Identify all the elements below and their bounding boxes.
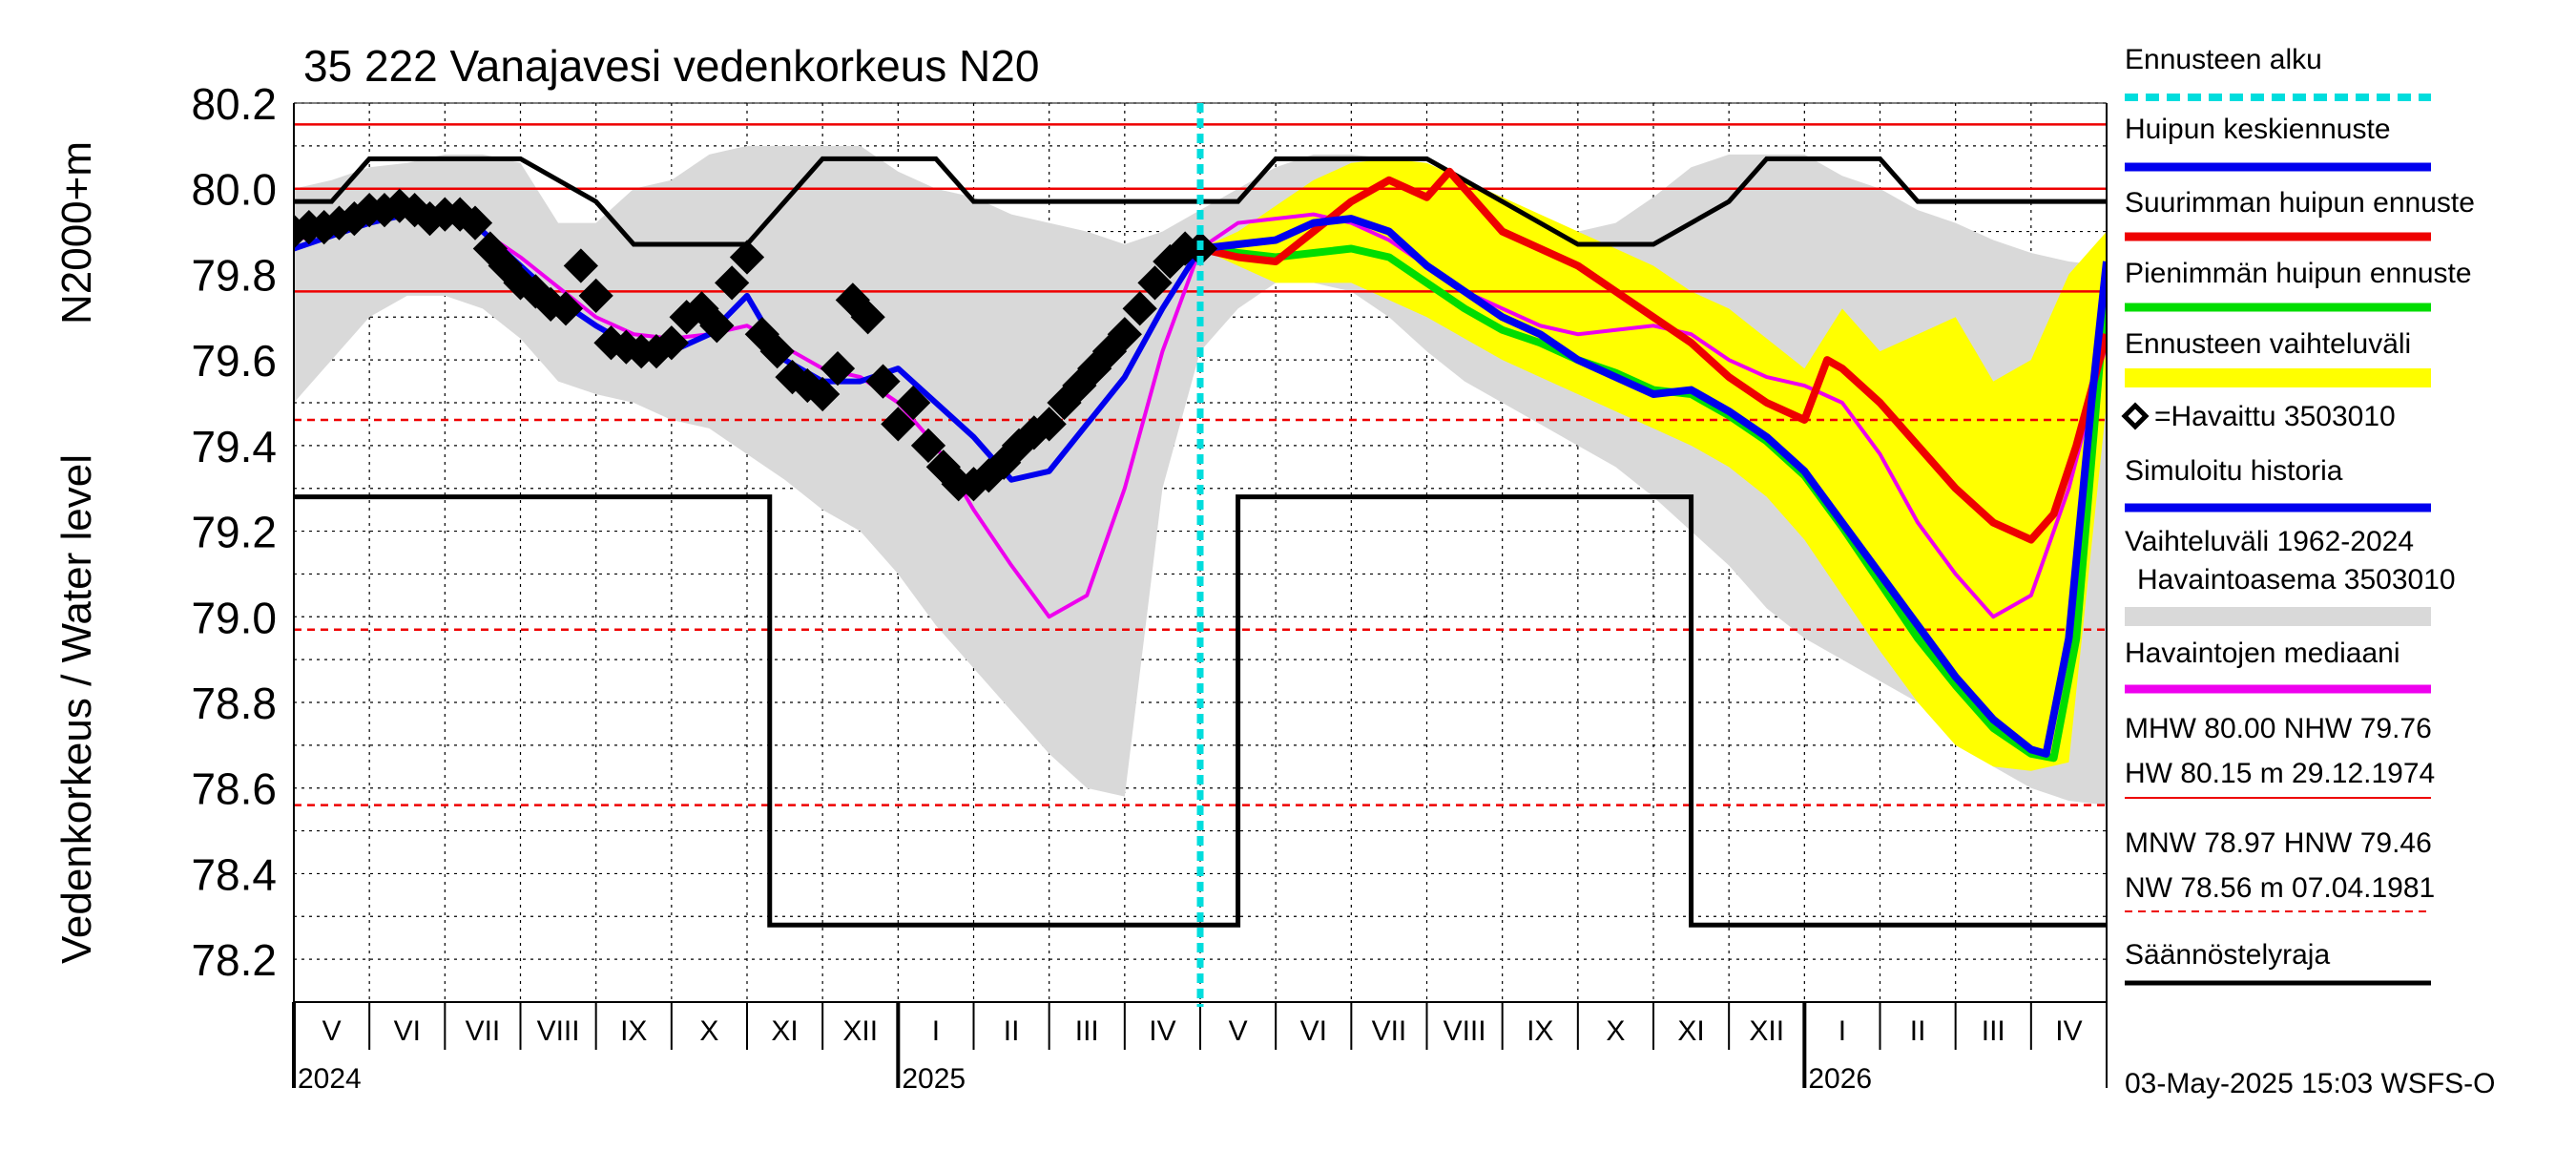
- x-month-label: IV: [1149, 1015, 1175, 1047]
- x-month-label: IX: [620, 1015, 647, 1047]
- bands: [294, 145, 2107, 805]
- x-year-label: 2026: [1808, 1063, 1872, 1095]
- observed-point: [729, 240, 765, 275]
- x-month-label: X: [699, 1015, 718, 1047]
- regulation-upper-line: [294, 156, 2107, 247]
- x-month-label: V: [1229, 1015, 1248, 1047]
- series-huipun-keskiennuste: [1199, 215, 2107, 758]
- x-month-label: I: [1839, 1015, 1846, 1047]
- legend-label: Ennusteen vaihteluväli: [2125, 328, 2411, 360]
- x-month-label: XI: [771, 1015, 798, 1047]
- x-month-label: III: [1982, 1015, 2005, 1047]
- x-year-label: 2024: [298, 1063, 362, 1095]
- x-month-label: VI: [394, 1015, 421, 1047]
- legend-label: Suurimman huipun ennuste: [2125, 187, 2475, 219]
- x-month-label: II: [1910, 1015, 1926, 1047]
- observed-point: [578, 278, 613, 313]
- legend-label: Huipun keskiennuste: [2125, 114, 2391, 145]
- regulation-label: Säännöstelyraja: [2125, 939, 2330, 971]
- stats-line-3: MNW 78.97 HNW 79.46: [2125, 827, 2432, 859]
- axis-labels: 78.2 78.4 78.6 78.8 79.0 79.2 79.4 79.6 79.8 80.0…: [191, 79, 2082, 1095]
- legend-label: Pienimmän huipun ennuste: [2125, 258, 2472, 289]
- observed-point: [715, 265, 750, 301]
- observed-point: [294, 233, 297, 239]
- observed-point: [759, 334, 795, 369]
- y-tick-label: 79.6: [191, 336, 277, 386]
- observed-point: [1031, 407, 1067, 442]
- observed-point: [443, 197, 478, 232]
- y-tick-label: 79.8: [191, 250, 277, 300]
- y-tick-label: 78.6: [191, 764, 277, 814]
- legend-swatch: [2125, 607, 2431, 626]
- legend-swatch: [2125, 368, 2431, 387]
- observed-point: [850, 300, 885, 335]
- x-month-label: VIII: [1444, 1015, 1486, 1047]
- observed-point: [910, 428, 946, 463]
- y-tick-label: 79.0: [191, 593, 277, 642]
- x-month-label: X: [1606, 1015, 1625, 1047]
- x-month-label: III: [1075, 1015, 1099, 1047]
- series: [294, 156, 2107, 928]
- observed-point: [654, 325, 689, 361]
- x-month-label: XII: [842, 1015, 878, 1047]
- observed-point: [1107, 317, 1142, 352]
- series-havaintojen-mediaani: [294, 208, 2107, 619]
- y-tick-label: 78.4: [191, 849, 277, 899]
- x-year-label: 2025: [902, 1063, 966, 1095]
- y-tick-label: 80.2: [191, 79, 277, 129]
- x-month-label: XI: [1677, 1015, 1704, 1047]
- observed-point: [457, 205, 493, 240]
- legend-label: =Havaittu 3503010: [2154, 401, 2396, 432]
- observed-point: [820, 350, 856, 387]
- x-month-label: VII: [1372, 1015, 1407, 1047]
- observed-point: [397, 193, 432, 228]
- stats-line-4: NW 78.56 m 07.04.1981: [2125, 872, 2435, 904]
- observed-point: [1137, 265, 1173, 301]
- footer-timestamp: 03-May-2025 15:03 WSFS-O: [2125, 1068, 2496, 1099]
- stats-line-2: HW 80.15 m 29.12.1974: [2125, 758, 2435, 789]
- y-axis-unit: N2000+m: [53, 141, 100, 324]
- forecast-band: [1200, 158, 2107, 771]
- regulation-limit-line: [294, 494, 2107, 928]
- legend: Ennusteen alku Huipun keskiennuste Suurimm…: [2121, 44, 2475, 694]
- y-tick-label: 79.4: [191, 422, 277, 471]
- observed-point: [699, 308, 735, 344]
- observed-point: [1122, 291, 1157, 326]
- legend-label: Vaihteluväli 1962-2024: [2125, 526, 2414, 557]
- legend-label: Simuloitu historia: [2125, 455, 2343, 487]
- observed-point: [865, 364, 901, 399]
- observed-point: [548, 291, 584, 326]
- chart-title: 35 222 Vanajavesi vedenkorkeus N20: [303, 41, 1039, 91]
- observed-point: [805, 376, 841, 412]
- observed-point: [775, 359, 810, 395]
- legend-label: Havaintojen mediaani: [2125, 638, 2400, 669]
- observed-point: [563, 248, 598, 283]
- series-suurimman-huipun-ennuste: [1199, 167, 2107, 544]
- x-month-label: XII: [1749, 1015, 1784, 1047]
- y-axis-label: Vedenkorkeus / Water level: [53, 454, 100, 964]
- legend-swatch-marker: [2121, 402, 2150, 430]
- x-month-label: VII: [466, 1015, 501, 1047]
- legend-label: Havaintoasema 3503010: [2137, 564, 2456, 596]
- x-month-label: I: [932, 1015, 940, 1047]
- x-month-label: V: [322, 1015, 342, 1047]
- observed-point: [896, 385, 931, 421]
- axes: [292, 102, 2108, 1088]
- legend-label: Ennusteen alku: [2125, 44, 2322, 75]
- observed-point: [881, 407, 916, 442]
- stats-line-1: MHW 80.00 NHW 79.76: [2125, 713, 2432, 744]
- y-tick-label: 78.2: [191, 935, 277, 985]
- y-tick-label: 78.8: [191, 679, 277, 728]
- y-tick-label: 80.0: [191, 165, 277, 215]
- x-month-label: IV: [2055, 1015, 2082, 1047]
- x-month-label: II: [1004, 1015, 1020, 1047]
- y-tick-label: 79.2: [191, 508, 277, 557]
- x-month-label: IX: [1527, 1015, 1553, 1047]
- x-month-label: VI: [1300, 1015, 1327, 1047]
- x-month-label: VIII: [537, 1015, 580, 1047]
